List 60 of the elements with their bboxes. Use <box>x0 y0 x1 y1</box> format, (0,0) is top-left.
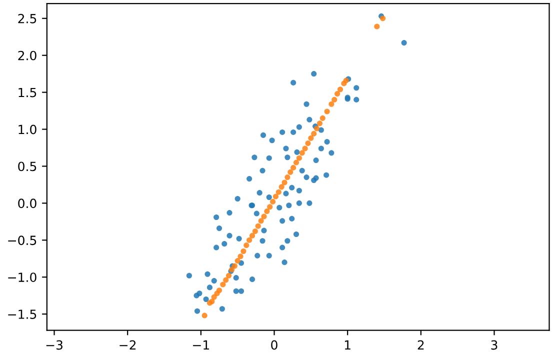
point <box>332 96 338 102</box>
y-tick-label: 2.0 <box>18 50 36 60</box>
point <box>328 101 334 107</box>
point <box>252 228 258 234</box>
point <box>255 223 261 229</box>
point <box>311 130 317 136</box>
point <box>216 288 222 294</box>
x-tick-label: 1 <box>344 340 350 350</box>
point <box>374 24 380 30</box>
point <box>293 160 300 166</box>
point <box>296 155 302 161</box>
point <box>278 184 284 190</box>
point <box>261 214 267 220</box>
y-tick-label: 2.5 <box>18 14 36 24</box>
y-tick-label: −1.5 <box>8 310 36 319</box>
point <box>288 169 294 175</box>
y-tick-label: −0.5 <box>8 236 36 246</box>
point <box>316 120 322 126</box>
point <box>240 248 246 254</box>
point <box>270 198 276 204</box>
point <box>267 204 273 210</box>
point <box>343 78 349 84</box>
point <box>334 91 340 97</box>
point <box>305 140 311 146</box>
y-tick-label: 0.5 <box>18 162 36 172</box>
x-tick-label: 0 <box>271 340 278 350</box>
point <box>290 164 296 170</box>
y-tick-label: 0.0 <box>18 198 36 208</box>
point <box>324 108 330 114</box>
point <box>299 150 305 156</box>
point <box>380 16 386 22</box>
x-tick-label: −2 <box>120 340 136 350</box>
point <box>284 174 290 180</box>
point <box>337 86 344 92</box>
point <box>238 254 244 260</box>
point <box>220 282 226 288</box>
point <box>282 180 288 186</box>
x-tick-label: 2 <box>418 340 424 350</box>
point <box>249 232 256 238</box>
point <box>246 237 252 243</box>
x-tick-label: 3 <box>491 340 498 350</box>
y-tick-label: 1.0 <box>18 124 36 134</box>
point <box>308 135 314 141</box>
point <box>302 146 308 152</box>
point <box>276 189 282 195</box>
x-tick-label: −1 <box>193 340 209 350</box>
point <box>258 218 264 224</box>
y-tick-label: −1.0 <box>8 272 36 282</box>
point <box>264 208 270 214</box>
point <box>244 242 250 248</box>
point <box>211 294 217 300</box>
point <box>272 194 278 200</box>
y-tick-label: 1.5 <box>18 88 36 98</box>
point <box>226 272 232 278</box>
point <box>234 258 240 264</box>
point <box>202 312 208 318</box>
point <box>223 277 229 283</box>
point <box>209 298 215 304</box>
point <box>320 115 326 121</box>
x-tick-label: −3 <box>46 340 62 350</box>
